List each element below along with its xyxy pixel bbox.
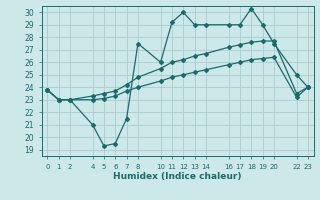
X-axis label: Humidex (Indice chaleur): Humidex (Indice chaleur) xyxy=(113,172,242,181)
